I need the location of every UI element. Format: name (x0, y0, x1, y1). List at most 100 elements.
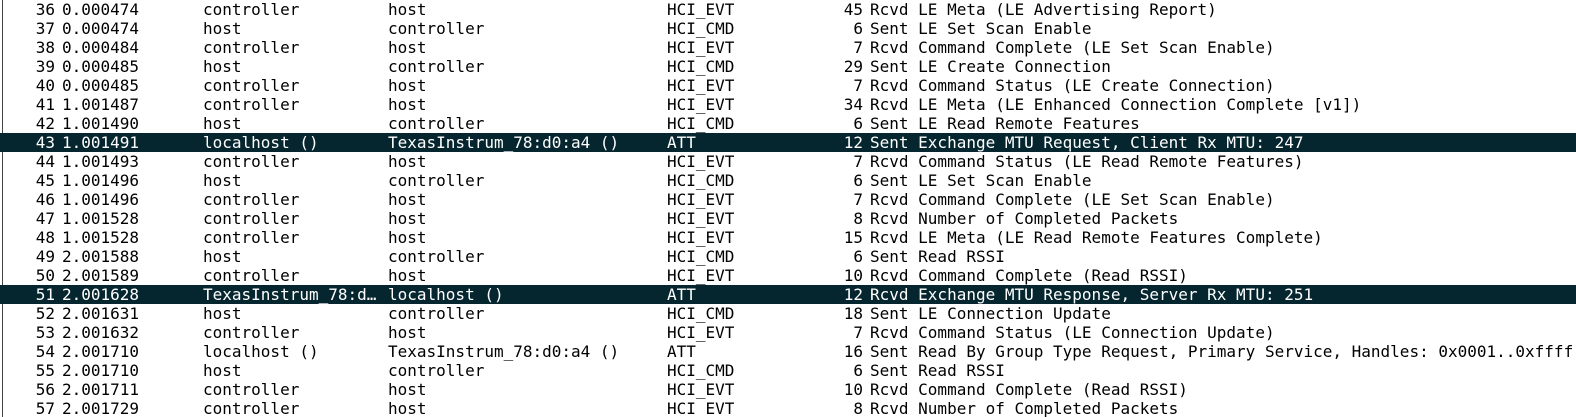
packet-row[interactable]: 54 2.001710 localhost () TexasInstrum_78… (0, 342, 1576, 361)
packet-source-cell: host (203, 247, 242, 266)
packet-destination-cell: host (388, 380, 427, 399)
packet-destination-cell: host (388, 266, 427, 285)
packet-protocol-cell: HCI_CMD (667, 171, 735, 190)
packet-time-cell: 2.001588 (62, 247, 140, 266)
packet-source-cell: controller (203, 228, 300, 247)
packet-row[interactable]: 49 2.001588 host controller HCI_CMD 6 Se… (0, 247, 1576, 266)
packet-length-cell: 10 (843, 380, 863, 399)
packet-row[interactable]: 51 2.001628 TexasInstrum_78:d… localhost… (0, 285, 1576, 304)
packet-number-cell: 56 (35, 380, 55, 399)
packet-time-cell: 0.000474 (62, 0, 140, 19)
packet-number-cell: 50 (35, 266, 55, 285)
packet-protocol-cell: HCI_EVT (667, 76, 735, 95)
packet-info-cell: Sent Read By Group Type Request, Primary… (870, 342, 1574, 361)
packet-row[interactable]: 47 1.001528 controller host HCI_EVT 8 Rc… (0, 209, 1576, 228)
packet-number-cell: 43 (35, 133, 55, 152)
packet-number-cell: 47 (35, 209, 55, 228)
packet-time-cell: 1.001496 (62, 190, 140, 209)
packet-row[interactable]: 40 0.000485 controller host HCI_EVT 7 Rc… (0, 76, 1576, 95)
packet-source-cell: localhost () (203, 133, 319, 152)
packet-row[interactable]: 53 2.001632 controller host HCI_EVT 7 Rc… (0, 323, 1576, 342)
packet-destination-cell: host (388, 209, 427, 228)
packet-time-cell: 1.001528 (62, 209, 140, 228)
packet-protocol-cell: HCI_CMD (667, 57, 735, 76)
packet-info-cell: Rcvd Command Complete (LE Set Scan Enabl… (870, 190, 1275, 209)
packet-protocol-cell: ATT (667, 133, 696, 152)
packet-time-cell: 2.001589 (62, 266, 140, 285)
packet-time-cell: 2.001628 (62, 285, 140, 304)
packet-time-cell: 0.000484 (62, 38, 140, 57)
packet-row[interactable]: 57 2.001729 controller host HCI_EVT 8 Rc… (0, 399, 1576, 417)
packet-info-cell: Rcvd Command Complete (Read RSSI) (870, 266, 1188, 285)
packet-destination-cell: host (388, 76, 427, 95)
packet-source-cell: TexasInstrum_78:d… (203, 285, 377, 304)
packet-number-cell: 52 (35, 304, 55, 323)
packet-destination-cell: controller (388, 171, 485, 190)
packet-number-cell: 41 (35, 95, 55, 114)
packet-number-cell: 39 (35, 57, 55, 76)
packet-source-cell: controller (203, 209, 300, 228)
packet-length-cell: 7 (853, 323, 863, 342)
packet-row[interactable]: 41 1.001487 controller host HCI_EVT 34 R… (0, 95, 1576, 114)
packet-length-cell: 34 (843, 95, 863, 114)
packet-destination-cell: localhost () (388, 285, 504, 304)
packet-row[interactable]: 46 1.001496 controller host HCI_EVT 7 Rc… (0, 190, 1576, 209)
packet-protocol-cell: HCI_CMD (667, 114, 735, 133)
packet-row[interactable]: 50 2.001589 controller host HCI_EVT 10 R… (0, 266, 1576, 285)
packet-time-cell: 1.001528 (62, 228, 140, 247)
packet-row[interactable]: 44 1.001493 controller host HCI_EVT 7 Rc… (0, 152, 1576, 171)
packet-length-cell: 45 (843, 0, 863, 19)
packet-info-cell: Rcvd LE Meta (LE Read Remote Features Co… (870, 228, 1323, 247)
packet-length-cell: 29 (843, 57, 863, 76)
packet-time-cell: 2.001631 (62, 304, 140, 323)
packet-info-cell: Sent LE Read Remote Features (870, 114, 1140, 133)
packet-time-cell: 2.001710 (62, 361, 140, 380)
packet-protocol-cell: HCI_EVT (667, 266, 735, 285)
packet-protocol-cell: HCI_EVT (667, 190, 735, 209)
packet-time-cell: 1.001493 (62, 152, 140, 171)
packet-destination-cell: controller (388, 361, 485, 380)
packet-protocol-cell: HCI_EVT (667, 209, 735, 228)
packet-destination-cell: host (388, 228, 427, 247)
packet-row[interactable]: 42 1.001490 host controller HCI_CMD 6 Se… (0, 114, 1576, 133)
packet-number-cell: 38 (35, 38, 55, 57)
packet-protocol-cell: HCI_CMD (667, 247, 735, 266)
packet-length-cell: 6 (853, 114, 863, 133)
packet-row[interactable]: 56 2.001711 controller host HCI_EVT 10 R… (0, 380, 1576, 399)
packet-row[interactable]: 48 1.001528 controller host HCI_EVT 15 R… (0, 228, 1576, 247)
packet-info-cell: Sent LE Set Scan Enable (870, 171, 1092, 190)
packet-source-cell: controller (203, 399, 300, 417)
packet-number-cell: 36 (35, 0, 55, 19)
packet-row[interactable]: 55 2.001710 host controller HCI_CMD 6 Se… (0, 361, 1576, 380)
packet-row[interactable]: 52 2.001631 host controller HCI_CMD 18 S… (0, 304, 1576, 323)
packet-length-cell: 7 (853, 76, 863, 95)
packet-row[interactable]: 39 0.000485 host controller HCI_CMD 29 S… (0, 57, 1576, 76)
packet-length-cell: 6 (853, 171, 863, 190)
packet-row[interactable]: 45 1.001496 host controller HCI_CMD 6 Se… (0, 171, 1576, 190)
packet-source-cell: controller (203, 0, 300, 19)
packet-length-cell: 6 (853, 19, 863, 38)
packet-destination-cell: host (388, 399, 427, 417)
packet-time-cell: 1.001496 (62, 171, 140, 190)
packet-info-cell: Rcvd Exchange MTU Response, Server Rx MT… (870, 285, 1314, 304)
packet-row[interactable]: 37 0.000474 host controller HCI_CMD 6 Se… (0, 19, 1576, 38)
packet-protocol-cell: HCI_CMD (667, 361, 735, 380)
packet-source-cell: host (203, 114, 242, 133)
packet-info-cell: Rcvd Command Complete (LE Set Scan Enabl… (870, 38, 1275, 57)
packet-time-cell: 2.001710 (62, 342, 140, 361)
packet-destination-cell: controller (388, 247, 485, 266)
packet-row[interactable]: 38 0.000484 controller host HCI_EVT 7 Rc… (0, 38, 1576, 57)
packet-destination-cell: controller (388, 19, 485, 38)
packet-source-cell: localhost () (203, 342, 319, 361)
packet-number-cell: 54 (35, 342, 55, 361)
packet-time-cell: 0.000485 (62, 76, 140, 95)
packet-length-cell: 10 (843, 266, 863, 285)
packet-info-cell: Rcvd Number of Completed Packets (870, 209, 1179, 228)
packet-info-cell: Sent Read RSSI (870, 247, 1005, 266)
packet-time-cell: 0.000474 (62, 19, 140, 38)
packet-time-cell: 0.000485 (62, 57, 140, 76)
packet-row[interactable]: 43 1.001491 localhost () TexasInstrum_78… (0, 133, 1576, 152)
packet-row[interactable]: 36 0.000474 controller host HCI_EVT 45 R… (0, 0, 1576, 19)
packet-number-cell: 44 (35, 152, 55, 171)
packet-protocol-cell: HCI_EVT (667, 95, 735, 114)
